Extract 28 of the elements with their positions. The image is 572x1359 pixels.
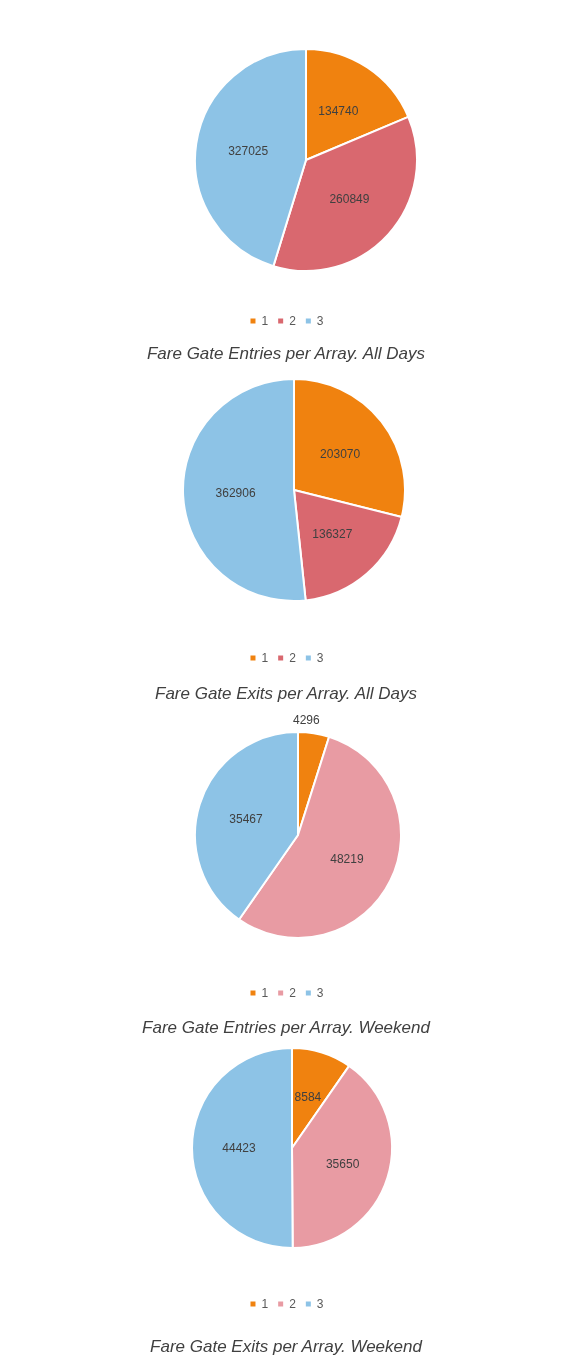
data-label: 44423 — [222, 1141, 257, 1156]
legend-label: 3 — [316, 1297, 324, 1311]
data-label: 260849 — [329, 192, 370, 207]
legend-label: 1 — [261, 1297, 269, 1311]
data-label: 203070 — [320, 447, 361, 462]
data-label: 4296 — [292, 712, 320, 727]
text: Fare Gate Entries per Array. All Days — [146, 344, 426, 363]
legend-label: 2 — [289, 986, 297, 1000]
data-label: 35650 — [325, 1156, 360, 1171]
text: Fare Gate Entries per Array. Weekend — [142, 1018, 431, 1037]
legend-label: 1 — [261, 314, 269, 328]
legend-label: 3 — [316, 314, 324, 328]
legend-label: 3 — [316, 651, 324, 665]
legend-label: 2 — [289, 651, 297, 665]
data-label: 35467 — [229, 811, 264, 826]
legend-label: 1 — [261, 651, 269, 665]
data-label: 327025 — [228, 144, 269, 159]
legend-label: 2 — [289, 1297, 297, 1311]
text: Fare Gate Exits per Array. All Days — [155, 684, 418, 703]
legend-label: 2 — [289, 314, 297, 328]
data-label: 362906 — [215, 486, 256, 501]
legend-label: 1 — [261, 986, 269, 1000]
data-label: 48219 — [330, 852, 364, 867]
legend-label: 3 — [316, 986, 324, 1000]
text: Fare Gate Exits per Array. Weekend — [150, 1337, 423, 1356]
data-label: 8584 — [294, 1090, 322, 1105]
data-label: 136327 — [312, 527, 353, 542]
data-label: 134740 — [318, 104, 359, 119]
